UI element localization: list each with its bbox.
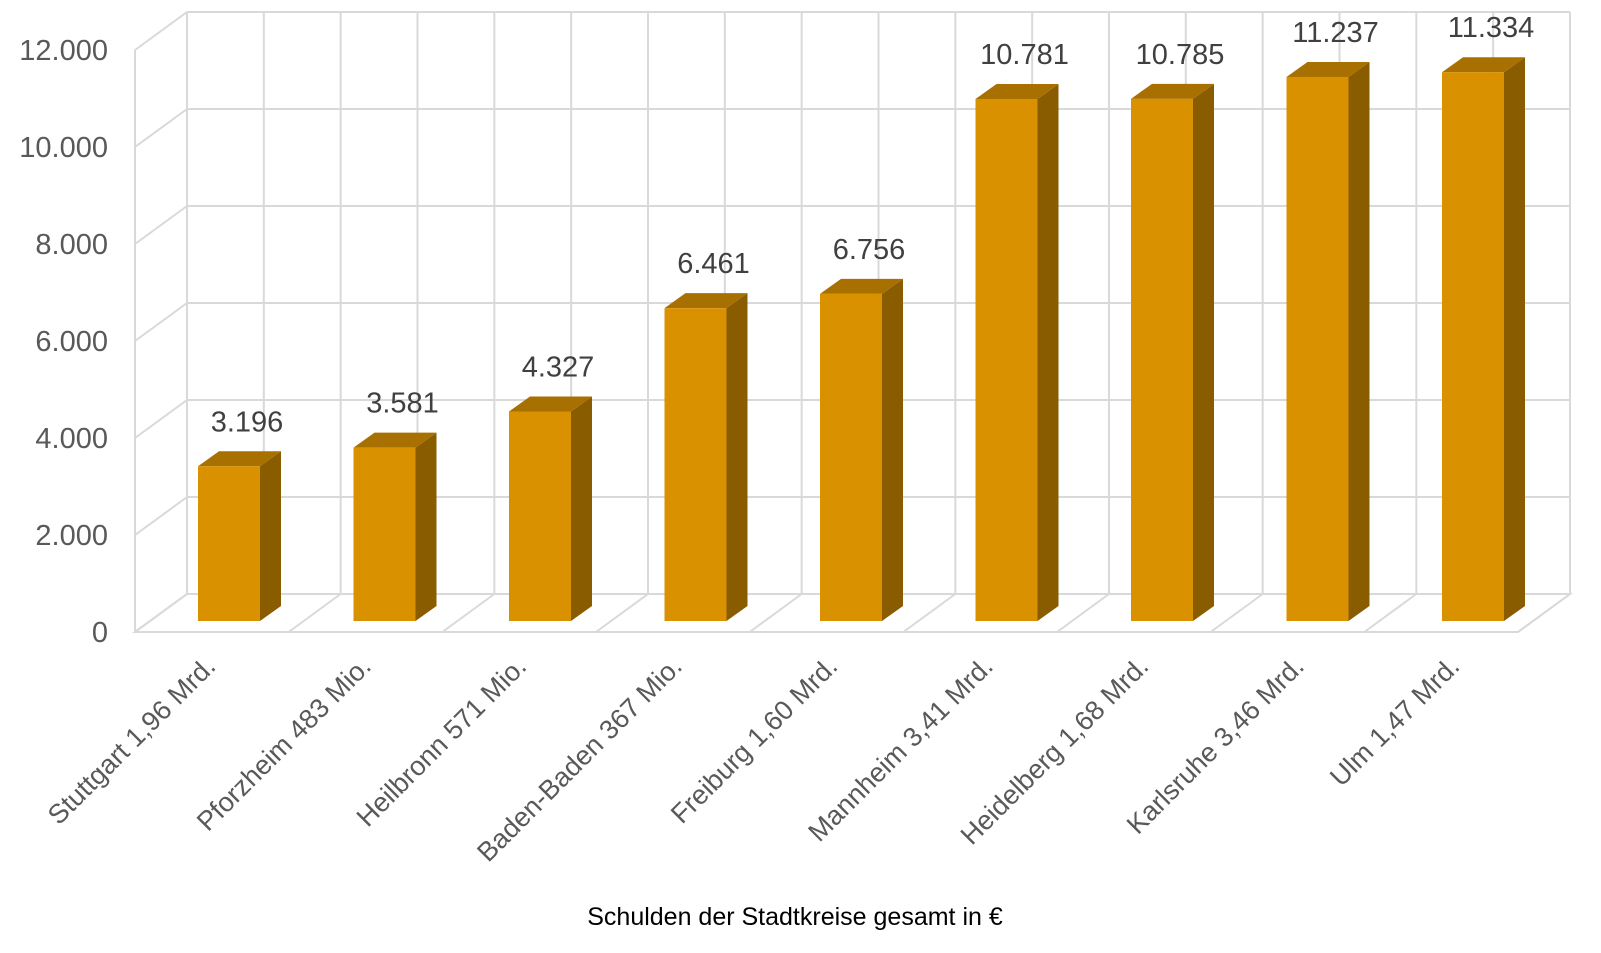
bar-side-face (415, 432, 437, 621)
data-label: 6.756 (833, 234, 906, 266)
bar-side-face (882, 278, 903, 621)
bar (664, 293, 748, 621)
gridline-side-wall (134, 11, 188, 51)
bar (353, 432, 437, 621)
floor-divider (1517, 593, 1571, 633)
floor-divider (902, 593, 956, 633)
bar-side-face (1504, 57, 1525, 622)
bar (1442, 57, 1525, 622)
bar-top-face (1442, 57, 1525, 73)
bar-front-face (820, 293, 882, 621)
bar-front-face (1131, 98, 1193, 622)
bar-top-face (664, 293, 748, 309)
x-tick-label: Heilbronn 571 Mio. (351, 651, 532, 832)
bar-side-face (1037, 84, 1059, 622)
y-tick-label: 6.000 (35, 326, 108, 358)
gridline-side-wall (134, 399, 188, 439)
floor-divider (1363, 593, 1417, 633)
bar-front-face (664, 308, 727, 621)
bar (975, 84, 1059, 622)
bars (198, 57, 1525, 622)
bar-top-face (820, 278, 903, 294)
data-label: 11.237 (1292, 17, 1379, 49)
bar-top-face (1131, 83, 1214, 99)
x-tick-label: Pforzheim 483 Mio. (191, 651, 377, 837)
bar (1131, 83, 1214, 622)
bar (1286, 61, 1370, 622)
x-tick-label: Ulm 1,47 Mrd. (1324, 651, 1465, 792)
data-label: 11.334 (1448, 12, 1535, 44)
y-tick-label: 10.000 (19, 132, 108, 164)
bar (820, 278, 903, 621)
y-tick-label: 2.000 (35, 520, 108, 552)
data-label: 3.581 (366, 388, 439, 420)
gridline-side-wall (134, 205, 188, 245)
bar-top-face (1286, 61, 1370, 77)
y-tick-label: 4.000 (35, 423, 108, 455)
x-tick-label: Freiburg 1,60 Mrd. (665, 651, 843, 829)
x-tick-label: Stuttgart 1,96 Mrd. (42, 651, 221, 830)
bar-front-face (509, 411, 571, 621)
bar-top-face (353, 432, 437, 448)
data-label: 4.327 (522, 352, 595, 384)
floor-divider (1056, 593, 1110, 633)
floor-divider (441, 593, 495, 633)
bar-front-face (1442, 72, 1504, 622)
bar-top-face (509, 396, 592, 412)
bar-side-face (1193, 83, 1214, 622)
gridline-side-wall (134, 302, 188, 342)
y-tick-label: 0 (92, 617, 108, 649)
data-label: 10.785 (1136, 39, 1225, 71)
bar-side-face (1348, 61, 1370, 622)
floor-divider (595, 593, 649, 633)
floor-divider (134, 593, 188, 633)
bar-top-face (975, 84, 1059, 100)
gridline-side-wall (134, 108, 188, 148)
data-label: 10.781 (980, 39, 1069, 71)
bar (509, 396, 592, 621)
bar-front-face (1286, 76, 1349, 622)
bar-side-face (260, 451, 281, 621)
x-tick-label: Karlsruhe 3,46 Mrd. (1121, 651, 1310, 840)
floor-divider (288, 593, 342, 633)
y-tick-label: 12.000 (19, 35, 108, 67)
bar-front-face (353, 447, 416, 621)
bar-side-face (726, 293, 748, 621)
bar (198, 451, 281, 621)
floor-divider (1210, 593, 1264, 633)
gridline-side-wall (134, 496, 188, 536)
data-label: 6.461 (677, 248, 750, 280)
y-tick-label: 8.000 (35, 229, 108, 261)
bar-top-face (198, 451, 281, 467)
bar-side-face (571, 396, 592, 621)
floor-divider (749, 593, 803, 633)
bar-front-face (198, 466, 260, 621)
bar-front-face (975, 99, 1038, 622)
x-axis-title: Schulden der Stadtkreise gesamt in € (587, 903, 1003, 931)
data-label: 3.196 (211, 406, 284, 438)
